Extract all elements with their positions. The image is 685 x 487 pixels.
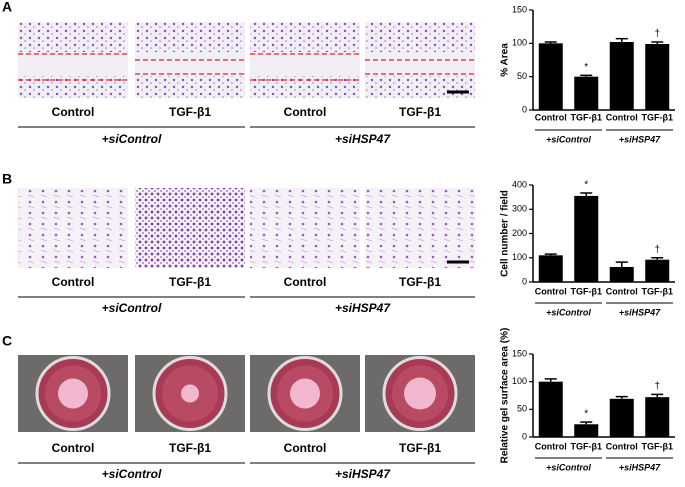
chart-group-label: +siHSP47	[619, 134, 661, 144]
y-tick-label: 50	[517, 71, 527, 81]
chart-group-label: +siControl	[546, 462, 591, 472]
cell-layer	[135, 22, 245, 52]
bar	[538, 255, 563, 282]
bar	[609, 42, 634, 110]
gel	[181, 384, 199, 403]
panel-label: C	[2, 333, 12, 349]
gel	[58, 378, 88, 409]
bar	[574, 195, 599, 282]
y-axis-label: Cell number / field	[500, 190, 511, 277]
y-tick-label: 50	[517, 404, 527, 414]
image-caption: Control	[52, 441, 95, 455]
bar	[645, 44, 670, 110]
chart-group-label: +siControl	[546, 134, 591, 144]
bar	[538, 381, 563, 437]
x-tick-label: Control	[535, 112, 567, 122]
image-caption: Control	[284, 441, 327, 455]
cell-layer	[18, 76, 128, 98]
cell-layer	[135, 76, 245, 98]
cell-layer	[250, 188, 360, 268]
y-tick-label: 400	[512, 179, 527, 189]
cell-layer	[365, 76, 475, 98]
y-tick-label: 100	[512, 376, 527, 386]
significance-marker: †	[654, 244, 660, 255]
bar	[645, 259, 670, 282]
bar	[609, 398, 634, 437]
x-tick-label: Control	[606, 112, 638, 122]
y-tick-label: 150	[512, 4, 527, 14]
cell-layer	[250, 76, 360, 98]
x-tick-label: TGF-β1	[642, 112, 674, 122]
gel	[404, 377, 436, 410]
image-caption: TGF-β1	[399, 105, 441, 119]
cell-layer	[365, 188, 475, 268]
group-label: +siControl	[102, 132, 162, 146]
gel	[290, 378, 320, 409]
significance-marker: *	[584, 62, 588, 73]
group-label: +siControl	[102, 301, 162, 315]
cell-layer	[365, 22, 475, 52]
image-caption: TGF-β1	[169, 275, 211, 289]
group-label: +siHSP47	[335, 301, 391, 315]
y-tick-label: 200	[512, 228, 527, 238]
image-caption: Control	[284, 105, 327, 119]
y-tick-label: 150	[512, 348, 527, 358]
panel-label: B	[2, 171, 12, 187]
y-axis-label: % Area	[500, 43, 511, 77]
bar	[609, 266, 634, 282]
significance-marker: *	[584, 180, 588, 191]
image-caption: TGF-β1	[399, 275, 441, 289]
image-caption: TGF-β1	[399, 441, 441, 455]
chart-group-label: +siControl	[546, 307, 591, 317]
cell-layer	[18, 22, 128, 52]
x-tick-label: TGF-β1	[571, 441, 603, 451]
x-tick-label: Control	[535, 441, 567, 451]
x-tick-label: TGF-β1	[642, 441, 674, 451]
group-label: +siHSP47	[335, 467, 391, 481]
x-tick-label: Control	[606, 286, 638, 296]
chart-group-label: +siHSP47	[619, 462, 661, 472]
panel-label: A	[2, 0, 12, 15]
y-tick-label: 0	[522, 276, 527, 286]
image-caption: TGF-β1	[169, 105, 211, 119]
bar	[574, 424, 599, 437]
y-axis-label: Relative gel surface area (%)	[500, 328, 511, 464]
image-caption: TGF-β1	[169, 441, 211, 455]
x-tick-label: TGF-β1	[571, 286, 603, 296]
y-tick-label: 0	[522, 431, 527, 441]
x-tick-label: TGF-β1	[571, 112, 603, 122]
x-tick-label: TGF-β1	[642, 286, 674, 296]
cell-layer	[18, 188, 128, 268]
significance-marker: †	[654, 381, 660, 392]
significance-marker: *	[584, 409, 588, 420]
group-label: +siControl	[102, 467, 162, 481]
image-caption: Control	[284, 275, 327, 289]
image-caption: Control	[52, 275, 95, 289]
bar	[538, 43, 563, 111]
x-tick-label: Control	[535, 286, 567, 296]
bar	[574, 76, 599, 110]
cell-layer	[250, 22, 360, 52]
y-tick-label: 300	[512, 204, 527, 214]
group-label: +siHSP47	[335, 132, 391, 146]
x-tick-label: Control	[606, 441, 638, 451]
y-tick-label: 0	[522, 104, 527, 114]
y-tick-label: 100	[512, 38, 527, 48]
chart-group-label: +siHSP47	[619, 307, 661, 317]
bar	[645, 397, 670, 437]
significance-marker: †	[654, 29, 660, 40]
cell-layer	[135, 188, 245, 268]
y-tick-label: 100	[512, 252, 527, 262]
image-caption: Control	[52, 105, 95, 119]
